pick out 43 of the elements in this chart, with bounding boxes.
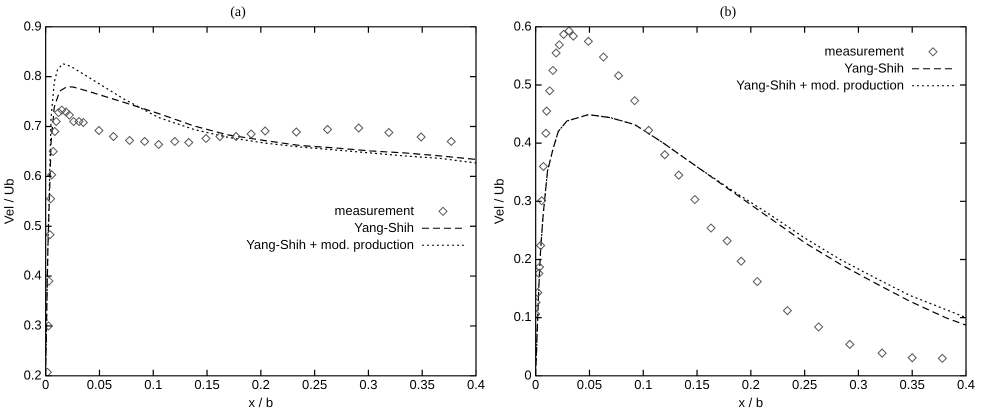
x-tick-label: 0.4 <box>956 377 976 392</box>
x-axis-title: x / b <box>738 394 764 410</box>
y-tick-label: 0.1 <box>514 309 532 324</box>
legend-label: Yang-Shih <box>844 60 904 76</box>
x-tick-label: 0.35 <box>900 377 925 392</box>
x-tick-label: 0.25 <box>302 377 328 392</box>
x-tick-label: 0.35 <box>410 377 435 392</box>
y-axis-title: Vel / Ub <box>491 178 506 224</box>
x-tick-label: 0.3 <box>849 377 868 392</box>
legend-label: Yang-Shih + mod. production <box>736 77 904 92</box>
x-tick-label: 0.4 <box>466 377 486 392</box>
y-tick-label: 0.2 <box>514 251 532 266</box>
x-tick-label: 0.1 <box>144 377 162 392</box>
x-tick-label: 0.05 <box>576 377 602 392</box>
chart-title: (b) <box>720 5 736 20</box>
y-tick-label: 0.5 <box>514 76 532 92</box>
y-tick-label: 0.4 <box>24 268 42 283</box>
legend-label: measurement <box>334 202 414 218</box>
y-tick-label: 0.6 <box>514 18 532 34</box>
y-tick-label: 0.5 <box>24 218 42 233</box>
y-tick-label: 0.3 <box>24 318 42 333</box>
y-tick-label: 0.9 <box>24 18 42 34</box>
x-tick-label: 0.15 <box>684 377 710 392</box>
y-tick-label: 0 <box>524 367 532 382</box>
y-tick-label: 0.6 <box>24 168 42 183</box>
x-tick-label: 0.2 <box>252 377 270 392</box>
y-tick-label: 0.4 <box>514 134 532 150</box>
y-axis-title: Vel / Ub <box>1 178 16 224</box>
legend-label: Yang-Shih <box>354 220 414 235</box>
y-tick-label: 0.2 <box>24 367 42 382</box>
x-tick-label: 0.3 <box>359 377 378 392</box>
y-tick-label: 0.3 <box>514 192 532 208</box>
legend-label: measurement <box>824 43 904 58</box>
x-tick-label: 0.2 <box>742 377 760 392</box>
x-axis-title: x / b <box>248 394 274 410</box>
x-tick-label: 0.1 <box>634 377 652 392</box>
x-tick-label: 0.05 <box>86 377 112 392</box>
y-tick-label: 0.7 <box>24 118 42 134</box>
x-tick-label: 0.15 <box>194 377 220 392</box>
legend-label: Yang-Shih + mod. production <box>246 236 414 252</box>
x-tick-label: 0.25 <box>792 377 818 392</box>
chart-title: (a) <box>230 5 246 20</box>
y-tick-label: 0.8 <box>24 68 42 84</box>
